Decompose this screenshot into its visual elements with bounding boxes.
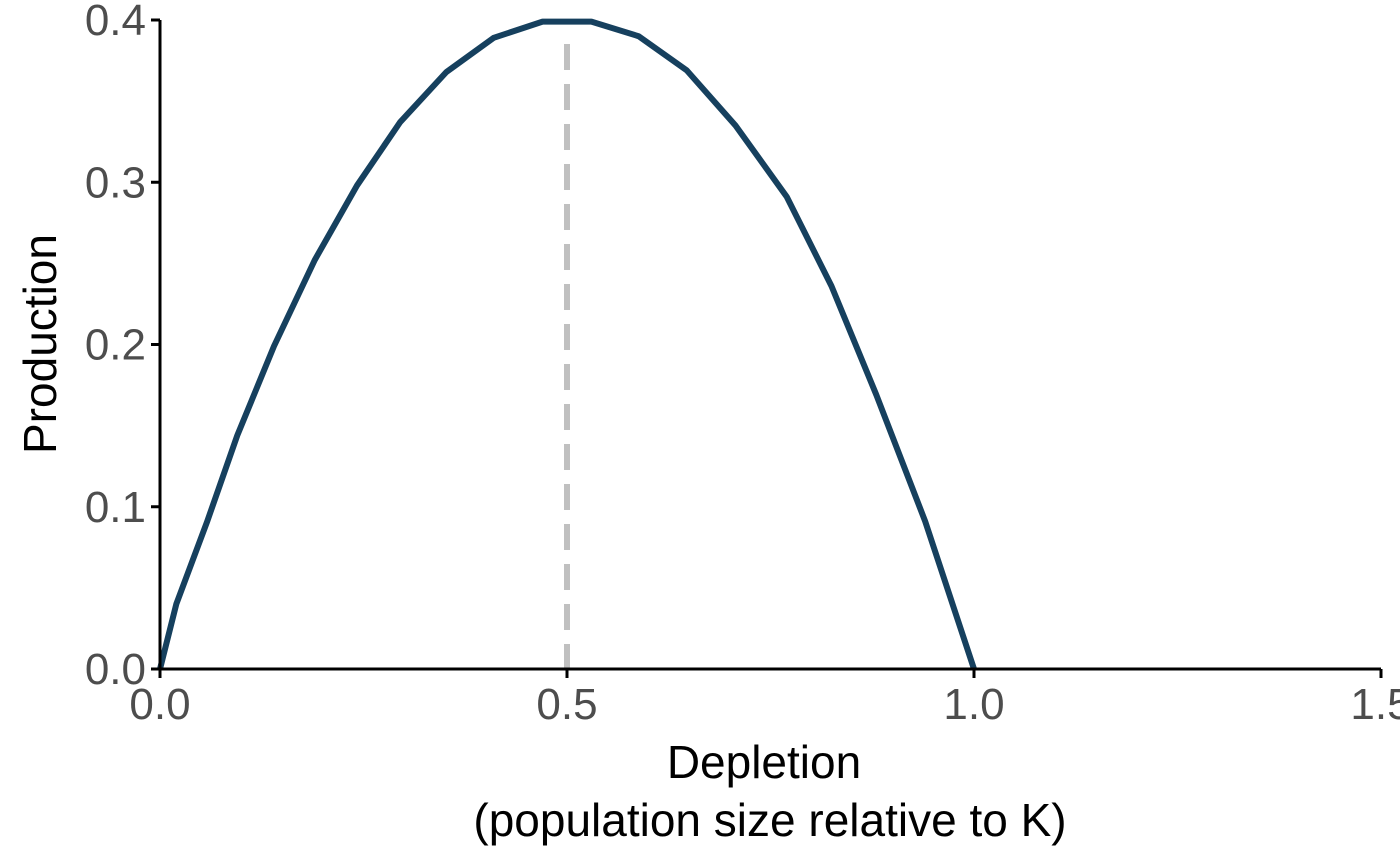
- x-tick-label: 1.0: [943, 680, 1004, 729]
- x-axis-title-line-2: (population size relative to K): [473, 794, 1066, 846]
- axes: [151, 18, 1383, 678]
- y-tick-label: 0.3: [85, 158, 146, 207]
- y-axis-title: Production: [14, 234, 66, 454]
- y-tick-label: 0.0: [85, 645, 146, 694]
- y-tick-label: 0.2: [85, 321, 146, 370]
- y-tick-label: 0.4: [85, 0, 146, 45]
- x-tick-label: 1.5: [1350, 680, 1400, 729]
- series-line-0: [157, 18, 977, 670]
- x-tick-label: 0.0: [129, 680, 190, 729]
- y-tick-label: 0.1: [85, 483, 146, 532]
- x-tick-label: 0.5: [536, 680, 597, 729]
- series-layer: [157, 18, 977, 670]
- x-axis-title-line-1: Depletion: [667, 736, 861, 788]
- tick-labels: 0.0 0.5 1.0 1.5 0.0 0.1 0.2 0.3 0.4: [85, 0, 1400, 729]
